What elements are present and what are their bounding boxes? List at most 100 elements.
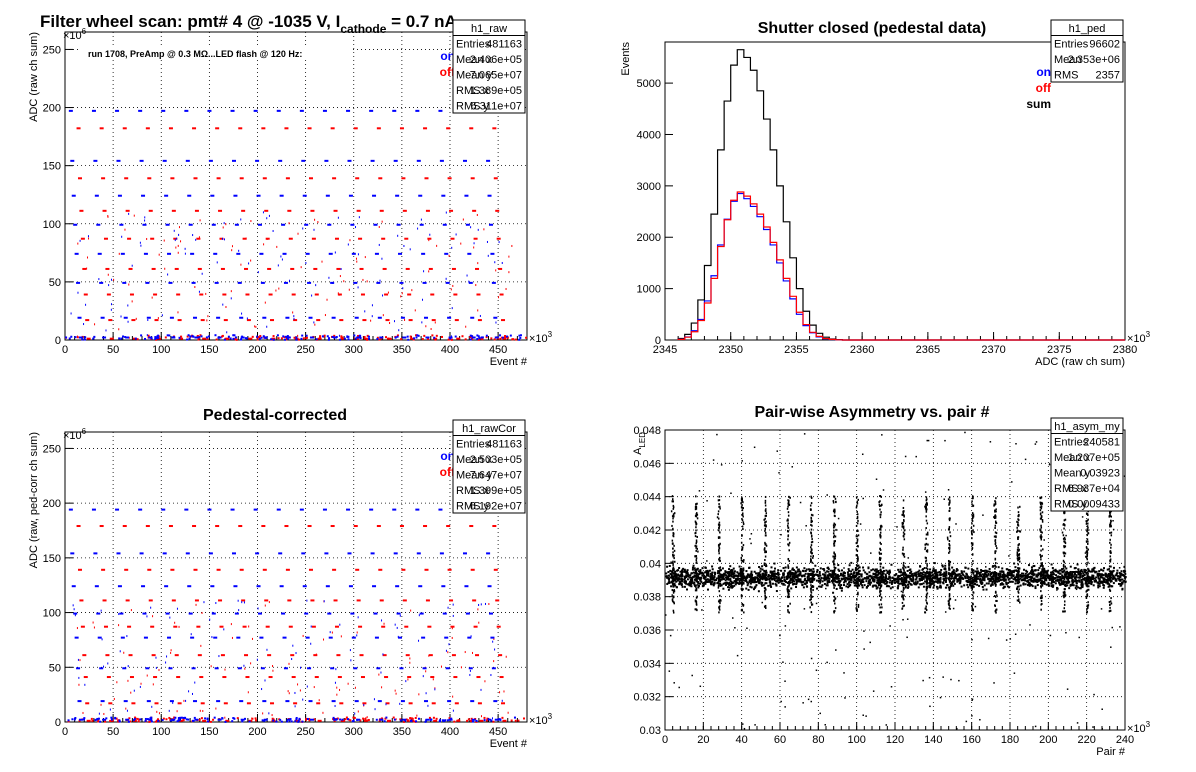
scatter-point	[188, 223, 193, 226]
scatter-point	[355, 177, 360, 180]
scatter-point	[402, 209, 407, 212]
scatter-point	[192, 234, 194, 237]
scatter-point	[909, 575, 912, 578]
scatter-point	[718, 567, 720, 570]
scatter-point	[518, 338, 521, 341]
scatter-point	[970, 575, 973, 578]
scatter-point	[847, 568, 850, 571]
scatter-point	[858, 575, 861, 578]
scatter-point	[1031, 568, 1034, 571]
scatter-point	[245, 237, 247, 240]
scatter-point	[84, 683, 86, 686]
scatter-point	[695, 587, 698, 590]
scatter-point	[741, 574, 743, 577]
scatter-point	[83, 338, 86, 341]
scatter-point	[775, 575, 778, 578]
scatter-point	[155, 666, 157, 669]
scatter-point	[432, 678, 434, 681]
scatter-point	[166, 334, 169, 337]
scatter-point	[302, 194, 307, 197]
scatter-point	[395, 718, 397, 721]
x-tick-label: 100	[847, 734, 865, 746]
scatter-point	[477, 335, 480, 338]
scatter-point	[193, 177, 198, 180]
scatter-point	[353, 334, 356, 337]
scatter-point	[933, 584, 936, 587]
scatter-point	[146, 674, 148, 677]
scatter-point	[739, 569, 742, 572]
scatter-point	[481, 338, 484, 341]
scatter-point	[711, 573, 714, 576]
scatter-point	[1068, 587, 1071, 590]
stats-value: 2.503e+05	[470, 454, 522, 466]
scatter-point	[448, 643, 450, 646]
scatter-point	[1042, 576, 1045, 579]
scatter-point	[401, 177, 406, 180]
scatter-point	[382, 654, 387, 657]
scatter-point	[451, 246, 453, 249]
scatter-point	[887, 570, 890, 573]
scatter-point	[79, 209, 84, 212]
scatter-point	[346, 508, 351, 511]
scatter-point	[493, 177, 498, 180]
scatter-point	[197, 267, 202, 270]
scatter-point	[718, 526, 720, 529]
scatter-point	[113, 697, 115, 700]
y-exponent-power: 6	[82, 27, 87, 36]
scatter-point	[696, 595, 698, 598]
scatter-point	[887, 578, 890, 581]
scatter-point	[96, 612, 101, 615]
scatter-point	[134, 337, 137, 340]
scatter-point	[735, 581, 738, 584]
scatter-point	[341, 718, 344, 721]
scatter-point	[692, 571, 695, 574]
scatter-point	[765, 534, 767, 537]
scatter-point	[827, 574, 830, 577]
scatter-point	[1079, 572, 1082, 575]
scatter-point	[170, 568, 175, 571]
scatter-point	[880, 581, 883, 584]
scatter-point	[330, 667, 335, 670]
scatter-point	[816, 570, 819, 573]
scatter-point	[890, 563, 893, 566]
scatter-point	[237, 667, 242, 670]
scatter-point	[367, 335, 370, 338]
scatter-point	[313, 321, 315, 324]
scatter-point	[717, 570, 720, 573]
scatter-point	[86, 719, 91, 722]
scatter-point	[513, 716, 516, 719]
scatter-point	[1039, 578, 1042, 581]
scatter-point	[699, 569, 702, 572]
scatter-point	[326, 335, 329, 338]
scatter-point	[399, 281, 404, 284]
scatter-point	[883, 579, 886, 582]
scatter-point	[1114, 578, 1117, 581]
scatter-point	[93, 552, 98, 555]
scatter-point	[695, 608, 698, 611]
scatter-point	[993, 582, 996, 585]
scatter-point	[815, 579, 818, 582]
x-tick-label: 50	[107, 344, 119, 356]
scatter-point	[1081, 584, 1084, 587]
scatter-point	[986, 574, 989, 577]
scatter-point	[748, 566, 751, 569]
scatter-point	[681, 568, 684, 571]
scatter-point	[1037, 569, 1040, 572]
scatter-point	[671, 589, 674, 592]
scatter-point	[857, 577, 860, 580]
scatter-point	[472, 209, 477, 212]
scatter-point	[350, 223, 355, 226]
scatter-point	[491, 281, 496, 284]
scatter-point	[734, 583, 737, 586]
scatter-point	[177, 702, 182, 705]
scatter-point	[152, 615, 154, 618]
scatter-point	[197, 338, 200, 341]
scatter-point	[492, 720, 495, 723]
scatter-point	[799, 578, 802, 581]
scatter-point	[685, 574, 688, 577]
scatter-point	[1014, 579, 1017, 582]
scatter-point	[826, 584, 829, 587]
scatter-point	[718, 608, 721, 611]
scatter-point	[483, 719, 486, 722]
scatter-point	[473, 246, 475, 249]
